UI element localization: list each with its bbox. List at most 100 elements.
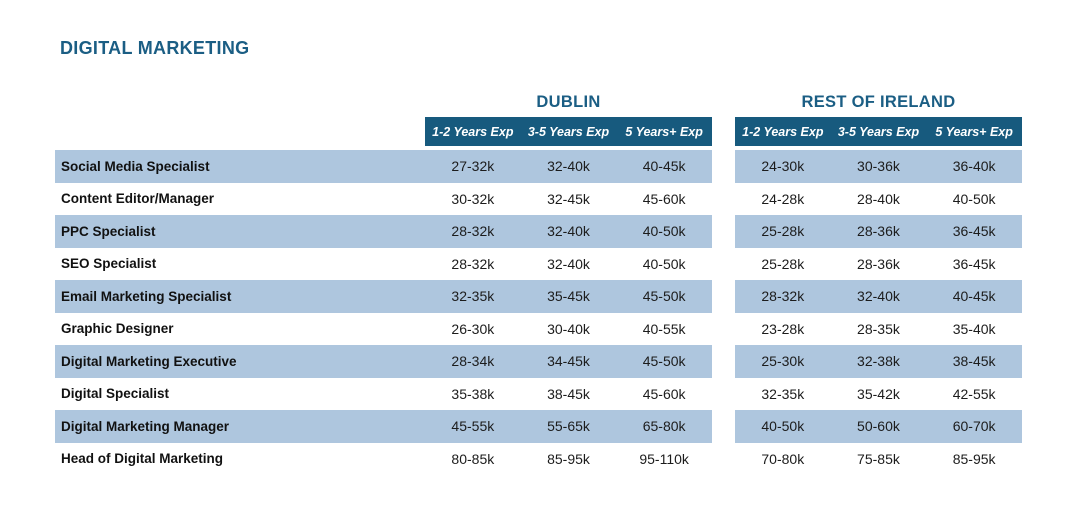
rest-of-ireland-salary-cell: 36-45k [926,215,1022,248]
table-row: Digital Specialist 35-38k 38-45k 45-60k 32-3… [55,377,1022,410]
rest-of-ireland-salary-cell: 32-38k [830,345,927,378]
experience-header-spacer [55,117,425,146]
dublin-salary-cell: 65-80k [616,410,712,443]
table-row: Email Marketing Specialist 32-35k 35-45k 45… [55,280,1022,313]
page-title: DIGITAL MARKETING [60,38,250,58]
table-row: Digital Marketing Manager 45-55k 55-65k 65-… [55,410,1022,443]
role-name: Email Marketing Specialist [55,280,425,313]
region-gap [711,280,735,313]
region-gap [711,442,735,475]
role-name: PPC Specialist [55,215,425,248]
salary-table: DUBLIN REST OF IRELAND 1-2 Years Exp 3-5… [55,88,1022,475]
rest-of-ireland-salary-cell: 28-35k [857,320,900,337]
region-title-rest-of-ireland: REST OF IRELAND [801,93,956,111]
region-header-row: DUBLIN REST OF IRELAND [55,88,1022,117]
dublin-salary-cell: 34-45k [520,345,617,378]
dublin-salary-cell: 26-30k [451,320,495,337]
dublin-salary-cell: 85-95k [547,450,590,467]
experience-header-row: 1-2 Years Exp 3-5 Years Exp 5 Years+ Exp… [55,117,1022,146]
rest-of-ireland-salary-cell: 32-40k [830,280,927,313]
dublin-salary-cell: 45-50k [616,280,712,313]
role-name: Social Media Specialist [55,150,425,183]
region-gap [711,150,735,183]
table-row: Content Editor/Manager 30-32k 32-45k 45-60k… [55,182,1022,215]
table-body: Social Media Specialist 27-32k 32-40k 40-45… [55,150,1022,475]
rest-of-ireland-salary-cell: 60-70k [926,410,1022,443]
dublin-salary-cell: 40-50k [642,255,686,272]
rest-of-ireland-salary-cell: 25-28k [761,255,805,272]
table-row: Graphic Designer 26-30k 30-40k 40-55k 23-28k… [55,312,1022,345]
dublin-salary-cell: 40-50k [616,215,712,248]
role-name: Digital Specialist [61,386,170,402]
rest-of-ireland-salary-cell: 24-30k [734,150,831,183]
role-name: Digital Marketing Executive [55,345,425,378]
rest-of-ireland-salary-cell: 40-45k [926,280,1022,313]
rest-of-ireland-salary-cell: 32-35k [761,385,805,402]
region-gap [711,182,735,215]
rest-of-ireland-salary-cell: 40-50k [734,410,831,443]
rest-of-ireland-salary-cell: 30-36k [830,150,927,183]
dublin-salary-cell: 38-45k [547,385,590,402]
region-gap [711,345,735,378]
table-row: Digital Marketing Executive 28-34k 34-45k 4… [55,345,1022,378]
table-row: Social Media Specialist 27-32k 32-40k 40-45… [55,150,1022,183]
dublin-salary-cell: 40-55k [642,320,686,337]
rest-of-ireland-salary-cell: 40-50k [952,190,996,207]
rest-of-ireland-salary-cell: 36-45k [952,255,996,272]
table-row: SEO Specialist 28-32k 32-40k 40-50k 25-28k 28… [55,247,1022,280]
dublin-experience-band: 1-2 Years Exp 3-5 Years Exp 5 Years+ Exp [425,117,712,146]
dublin-salary-cell: 28-32k [451,255,495,272]
dublin-salary-cell: 32-35k [425,280,521,313]
dublin-salary-cell: 35-38k [451,385,495,402]
rest-of-ireland-salary-cell: 50-60k [830,410,927,443]
dublin-salary-cell: 32-40k [520,215,617,248]
rest-of-ireland-salary-cell: 28-40k [857,190,900,207]
roi-exp-header-2: 3-5 Years Exp [837,124,920,139]
dublin-salary-cell: 28-34k [425,345,521,378]
dublin-salary-cell: 27-32k [425,150,521,183]
rest-of-ireland-salary-cell: 28-36k [830,215,927,248]
table-row: PPC Specialist 28-32k 32-40k 40-50k 25-28k 28… [55,215,1022,248]
role-name: Digital Marketing Manager [55,410,425,443]
rest-of-ireland-salary-cell: 35-42k [857,385,900,402]
dublin-salary-cell: 30-32k [451,190,495,207]
role-name: SEO Specialist [61,256,157,272]
rest-of-ireland-salary-cell: 28-32k [734,280,831,313]
rest-of-ireland-salary-cell: 25-30k [734,345,831,378]
dublin-salary-cell: 95-110k [639,450,689,467]
dublin-exp-header-2: 3-5 Years Exp [527,124,610,139]
role-name: Graphic Designer [61,321,174,337]
role-name: Head of Digital Marketing [61,451,224,467]
dublin-salary-cell: 55-65k [520,410,617,443]
rest-of-ireland-salary-cell: 25-28k [734,215,831,248]
dublin-salary-cell: 45-60k [642,385,686,402]
rest-of-ireland-salary-cell: 75-85k [857,450,900,467]
dublin-salary-cell: 45-50k [616,345,712,378]
dublin-salary-cell: 32-45k [547,190,590,207]
dublin-salary-cell: 32-40k [547,255,590,272]
roi-exp-header-3: 5 Years+ Exp [935,124,1013,139]
region-gap [711,377,735,410]
rest-of-ireland-salary-cell: 42-55k [952,385,996,402]
rest-of-ireland-salary-cell: 36-40k [926,150,1022,183]
dublin-salary-cell: 35-45k [520,280,617,313]
table-row: Head of Digital Marketing 80-85k 85-95k 95-… [55,442,1022,475]
dublin-salary-cell: 45-60k [642,190,686,207]
dublin-exp-header-3: 5 Years+ Exp [625,124,703,139]
region-gap [711,247,735,280]
rest-of-ireland-salary-cell: 38-45k [926,345,1022,378]
dublin-salary-cell: 45-55k [425,410,521,443]
rest-of-ireland-salary-cell: 70-80k [761,450,805,467]
dublin-salary-cell: 28-32k [425,215,521,248]
rest-of-ireland-experience-band: 1-2 Years Exp 3-5 Years Exp 5 Years+ Exp [735,117,1022,146]
dublin-exp-header-1: 1-2 Years Exp [432,124,514,139]
region-gap [711,312,735,345]
rest-of-ireland-salary-cell: 28-36k [857,255,900,272]
rest-of-ireland-salary-cell: 35-40k [952,320,996,337]
rest-of-ireland-salary-cell: 85-95k [952,450,996,467]
dublin-salary-cell: 32-40k [520,150,617,183]
roi-exp-header-1: 1-2 Years Exp [742,124,824,139]
rest-of-ireland-salary-cell: 24-28k [761,190,805,207]
region-gap [711,215,735,248]
